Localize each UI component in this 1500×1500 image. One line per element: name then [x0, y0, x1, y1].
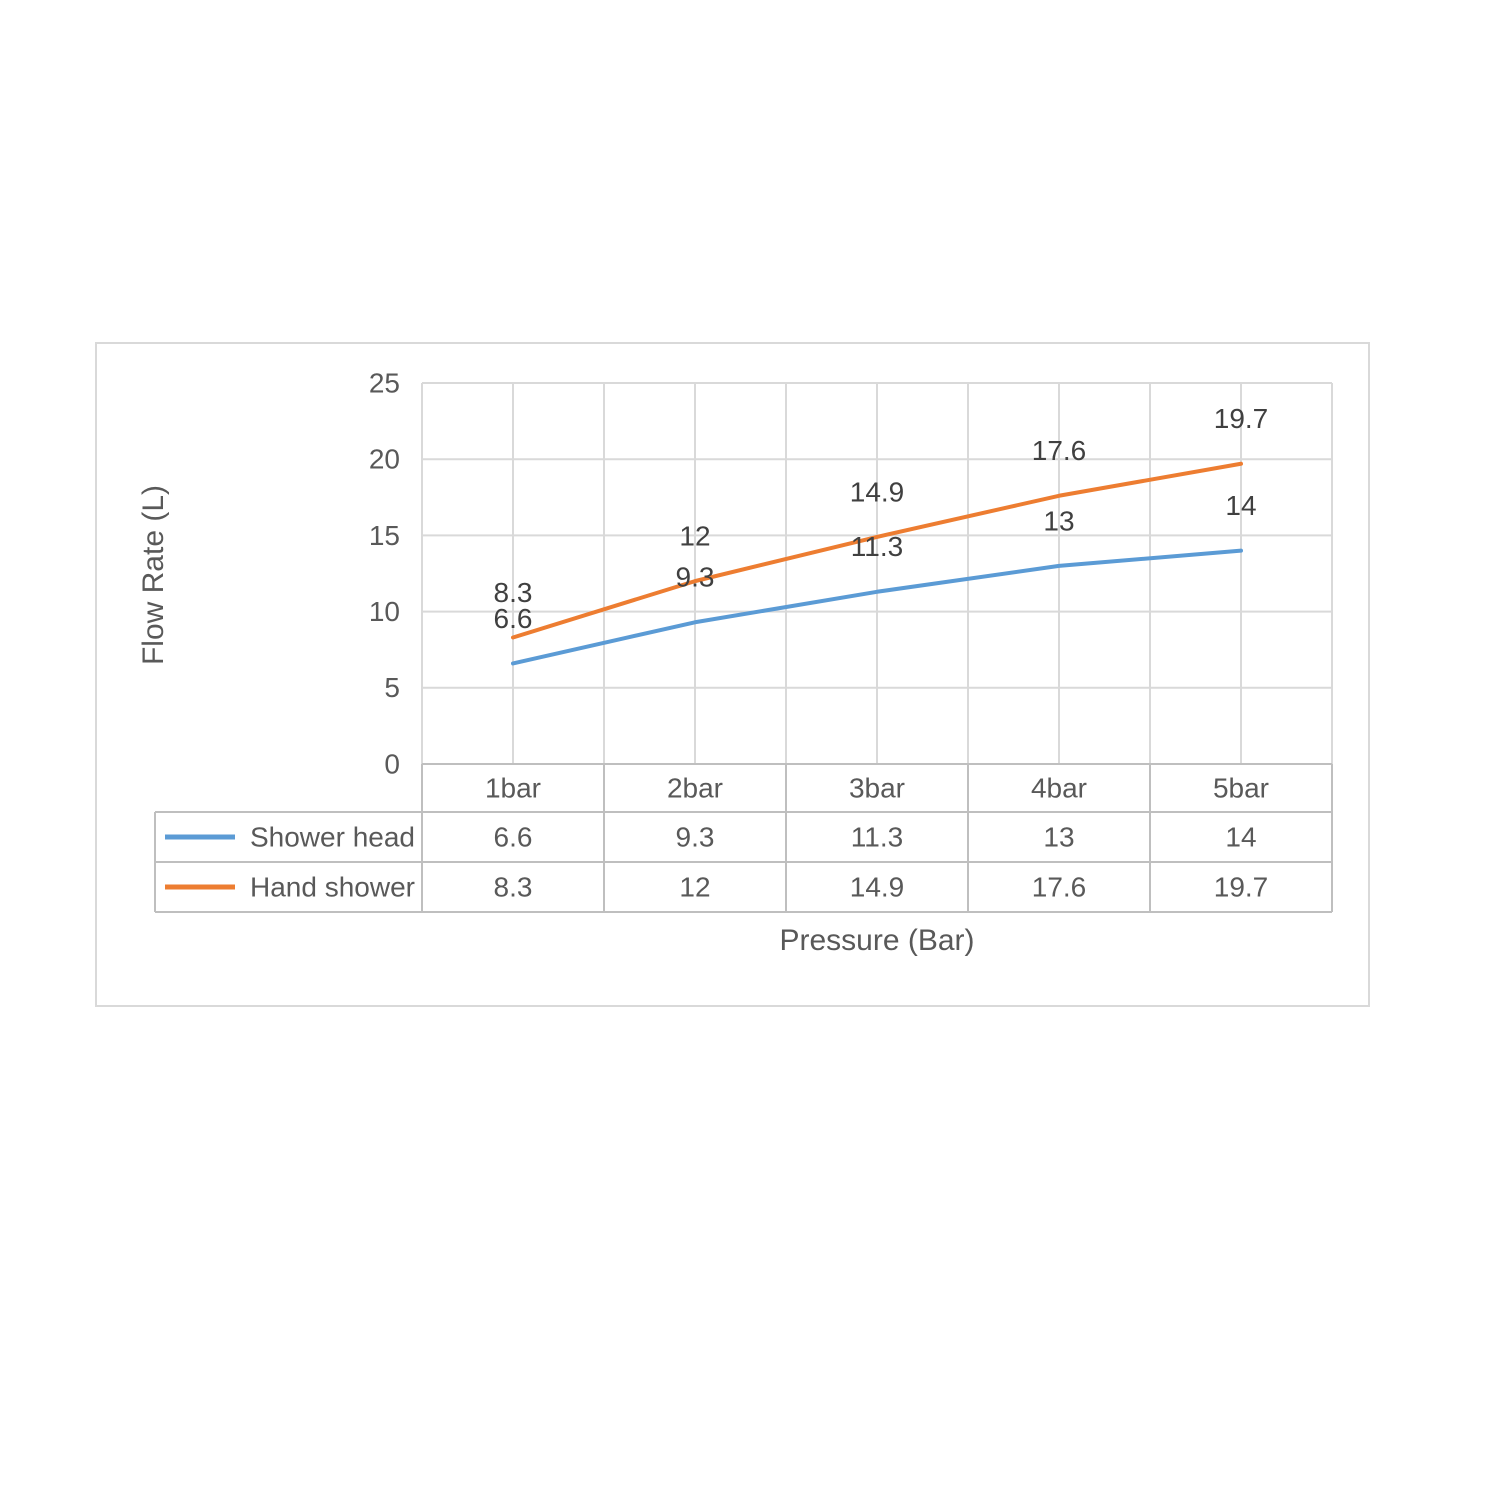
y-tick-label: 15 — [369, 520, 400, 551]
value-cell: 9.3 — [676, 821, 715, 852]
category-cell: 3bar — [849, 772, 905, 803]
x-axis-title: Pressure (Bar) — [779, 924, 975, 957]
value-cell: 14.9 — [850, 871, 905, 902]
category-cell: 1bar — [485, 772, 541, 803]
series-line-shower-head — [511, 548, 1243, 666]
chart-canvas: 0 5 10 15 20 25 1bar 2bar 3bar 4bar 5bar 6.6 9.3 11.3… — [154, 367, 1333, 913]
value-cell: 17.6 — [1032, 871, 1087, 902]
data-label: 17.6 — [1032, 435, 1087, 466]
y-axis-title: Flow Rate (L) — [137, 484, 170, 666]
data-label: 9.3 — [676, 562, 715, 593]
y-tick-label: 25 — [369, 367, 400, 398]
category-cell: 5bar — [1213, 772, 1269, 803]
data-label: 12 — [679, 521, 710, 552]
legend-label-shower-head: Shower head — [250, 821, 415, 852]
data-labels-group: 6.6 9.3 11.3 13 14 8.3 12 14.9 17.6 19.7 — [494, 403, 1269, 634]
category-cell: 2bar — [667, 772, 723, 803]
value-cell: 19.7 — [1214, 871, 1269, 902]
data-label: 14.9 — [850, 476, 905, 507]
y-tick-label: 0 — [384, 748, 400, 779]
y-tick-label: 5 — [384, 672, 400, 703]
value-cell: 13 — [1043, 821, 1074, 852]
data-label: 11.3 — [851, 531, 903, 562]
y-tick-label: 20 — [369, 444, 400, 475]
data-table-borders — [154, 763, 1333, 913]
data-label: 6.6 — [494, 603, 533, 634]
value-cell: 12 — [679, 871, 710, 902]
y-tick-labels-group: 0 5 10 15 20 25 — [369, 367, 400, 779]
series-line-hand-shower — [511, 461, 1243, 640]
value-cell: 8.3 — [494, 871, 533, 902]
chart-frame: 0 5 10 15 20 25 1bar 2bar 3bar 4bar 5bar 6.6 9.3 11.3… — [95, 342, 1370, 1007]
value-cell: 14 — [1225, 821, 1256, 852]
value-cell: 11.3 — [851, 821, 903, 852]
legend-label-hand-shower: Hand shower — [250, 871, 415, 902]
data-label: 19.7 — [1214, 403, 1269, 434]
value-cell: 6.6 — [494, 821, 533, 852]
data-label: 8.3 — [494, 577, 533, 608]
data-label: 14 — [1225, 490, 1256, 521]
y-tick-label: 10 — [369, 596, 400, 627]
data-label: 13 — [1043, 505, 1074, 536]
category-cell: 4bar — [1031, 772, 1087, 803]
gridlines-group — [421, 382, 1333, 765]
data-table-cells: 1bar 2bar 3bar 4bar 5bar 6.6 9.3 11.3 13 14 Shower… — [165, 772, 1269, 902]
